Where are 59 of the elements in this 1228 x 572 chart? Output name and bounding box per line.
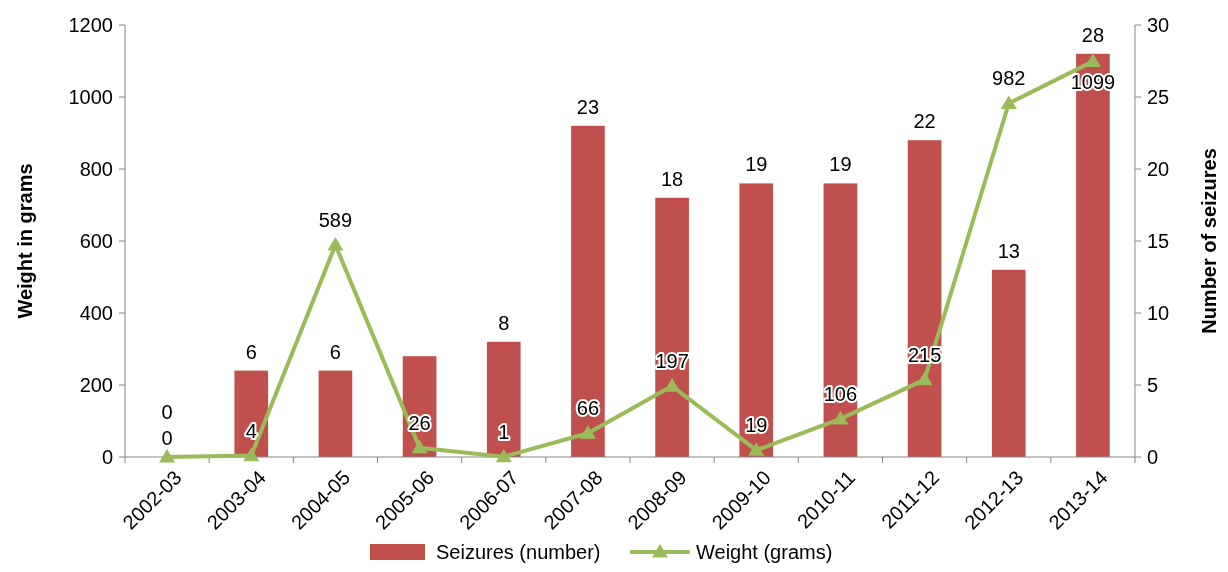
data-label: 6 — [245, 340, 257, 363]
y-tick-label: 400 — [79, 302, 113, 324]
point — [411, 439, 428, 454]
bar — [571, 125, 605, 457]
data-label: 106 — [823, 382, 858, 405]
y-tick-label: 0 — [101, 446, 113, 468]
y2-tick-label: 10 — [1147, 302, 1170, 324]
y-tick-label: 200 — [79, 374, 113, 396]
y-tick-label: 1200 — [68, 14, 113, 36]
data-label: 23 — [576, 95, 600, 118]
data-label: 28 — [1081, 23, 1105, 46]
data-label: 0 — [161, 427, 173, 449]
bar — [318, 370, 353, 457]
y-tick-label: 800 — [79, 158, 113, 180]
data-label: 197 — [655, 350, 689, 373]
y2-tick-label: 15 — [1147, 230, 1170, 252]
bar — [823, 183, 858, 457]
data-label: 19 — [745, 153, 768, 176]
data-label: 22 — [913, 110, 936, 133]
point — [327, 236, 344, 251]
y-tick-label: 600 — [79, 230, 113, 252]
point — [1000, 95, 1017, 110]
data-label: 8 — [498, 311, 510, 334]
data-label: 19 — [829, 153, 852, 176]
data-label: 589 — [318, 208, 353, 231]
point — [495, 448, 512, 463]
legend-label: Seizures (number) — [436, 541, 601, 563]
bar — [907, 140, 942, 457]
point — [243, 447, 260, 462]
point — [748, 442, 765, 456]
y2-tick-label: 0 — [1147, 446, 1159, 468]
bar — [655, 197, 689, 457]
y2-axis-title: Number of seizures — [1198, 148, 1220, 334]
data-label: 1 — [498, 420, 510, 443]
data-label: 13 — [997, 239, 1020, 262]
y-tick-label: 1000 — [68, 86, 113, 108]
data-label: 0 — [161, 401, 173, 423]
y2-tick-label: 5 — [1147, 374, 1159, 396]
data-label: 982 — [992, 67, 1026, 90]
point — [159, 449, 176, 463]
point — [832, 410, 849, 425]
data-label: 4 — [245, 419, 257, 442]
legend-label: Weight (grams) — [696, 541, 833, 563]
data-label: 66 — [576, 397, 600, 420]
point — [1084, 53, 1101, 67]
data-label: 18 — [660, 167, 684, 190]
point — [664, 378, 681, 392]
y-axis-title: Weight in grams — [14, 163, 36, 319]
data-label: 26 — [408, 411, 431, 434]
y2-tick-label: 30 — [1147, 14, 1170, 36]
point — [579, 425, 596, 439]
point — [916, 371, 933, 386]
bar — [991, 269, 1026, 457]
y2-tick-label: 25 — [1147, 86, 1170, 108]
data-label: 19 — [745, 414, 768, 437]
bar — [739, 183, 774, 457]
y2-tick-label: 20 — [1147, 158, 1170, 180]
bar — [486, 341, 521, 457]
data-label: 6 — [329, 340, 341, 363]
